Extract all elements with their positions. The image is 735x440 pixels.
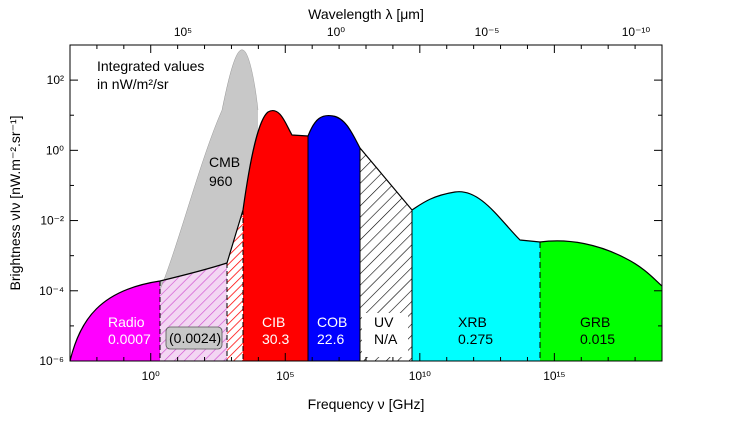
- uv-label-box: [362, 313, 408, 357]
- band-cib-extension: [227, 210, 243, 361]
- plot-area: [70, 49, 662, 361]
- axes: 10⁰ 10⁵ 10¹⁰ 10¹⁵ 10⁵ 10⁰ 10⁻⁵ 10⁻¹⁰ 10⁻⁶ 10⁻⁴ 10⁻…: [39, 25, 663, 383]
- label-cmb-name: CMB: [209, 154, 240, 170]
- y-tick-label: 10⁰: [46, 143, 64, 157]
- top-tick-label: 10⁰: [327, 25, 345, 39]
- top-tick-label: 10⁵: [174, 25, 192, 39]
- band-radio: [70, 281, 160, 361]
- label-xrb-value: 0.275: [458, 331, 493, 347]
- label-radio-value: 0.0007: [108, 331, 151, 347]
- x-axis-title: Frequency ν [GHz]: [308, 396, 425, 412]
- label-grb-value: 0.015: [580, 331, 615, 347]
- label-radio-extension-value: (0.0024): [169, 330, 221, 346]
- y-axis-title: Brightness νIν [nW.m⁻².sr⁻¹]: [7, 115, 23, 290]
- cmb-outline: [159, 49, 259, 291]
- x-tick-label: 10⁰: [142, 369, 160, 383]
- top-tick-label: 10⁻¹⁰: [622, 25, 651, 39]
- band-grb: [540, 240, 662, 361]
- radio-extension-label-box: [165, 326, 223, 350]
- band-xrb: [412, 191, 540, 361]
- y-tick-label: 10⁻⁶: [39, 354, 64, 368]
- band-cib: [243, 110, 308, 361]
- y-tick-label: 10²: [47, 73, 64, 87]
- top-axis-title: Wavelength λ [μm]: [308, 6, 424, 22]
- label-cib-value: 30.3: [262, 331, 289, 347]
- label-radio-name: Radio: [108, 314, 145, 330]
- band-uv: [360, 148, 412, 361]
- sed-outline: [70, 109, 662, 361]
- x-tick-label: 10⁵: [276, 369, 294, 383]
- x-tick-label: 10¹⁰: [409, 369, 431, 383]
- label-xrb-name: XRB: [458, 314, 487, 330]
- annotation-line1: Integrated values: [97, 58, 204, 74]
- annotation-line2: in nW/m²/sr: [97, 76, 169, 92]
- label-cob-name: COB: [317, 314, 347, 330]
- top-tick-label: 10⁻⁵: [475, 25, 500, 39]
- band-cmb: [160, 49, 258, 290]
- label-uv-name: UV: [374, 314, 394, 330]
- y-tick-label: 10⁻⁴: [39, 284, 64, 298]
- label-cib-name: CIB: [262, 314, 285, 330]
- y-tick-label: 10⁻²: [40, 214, 64, 228]
- label-cmb-value: 960: [209, 173, 233, 189]
- label-uv-value: N/A: [374, 331, 398, 347]
- band-cob: [308, 115, 360, 361]
- label-cob-value: 22.6: [317, 331, 344, 347]
- label-grb-name: GRB: [580, 314, 610, 330]
- x-tick-label: 10¹⁵: [543, 369, 565, 383]
